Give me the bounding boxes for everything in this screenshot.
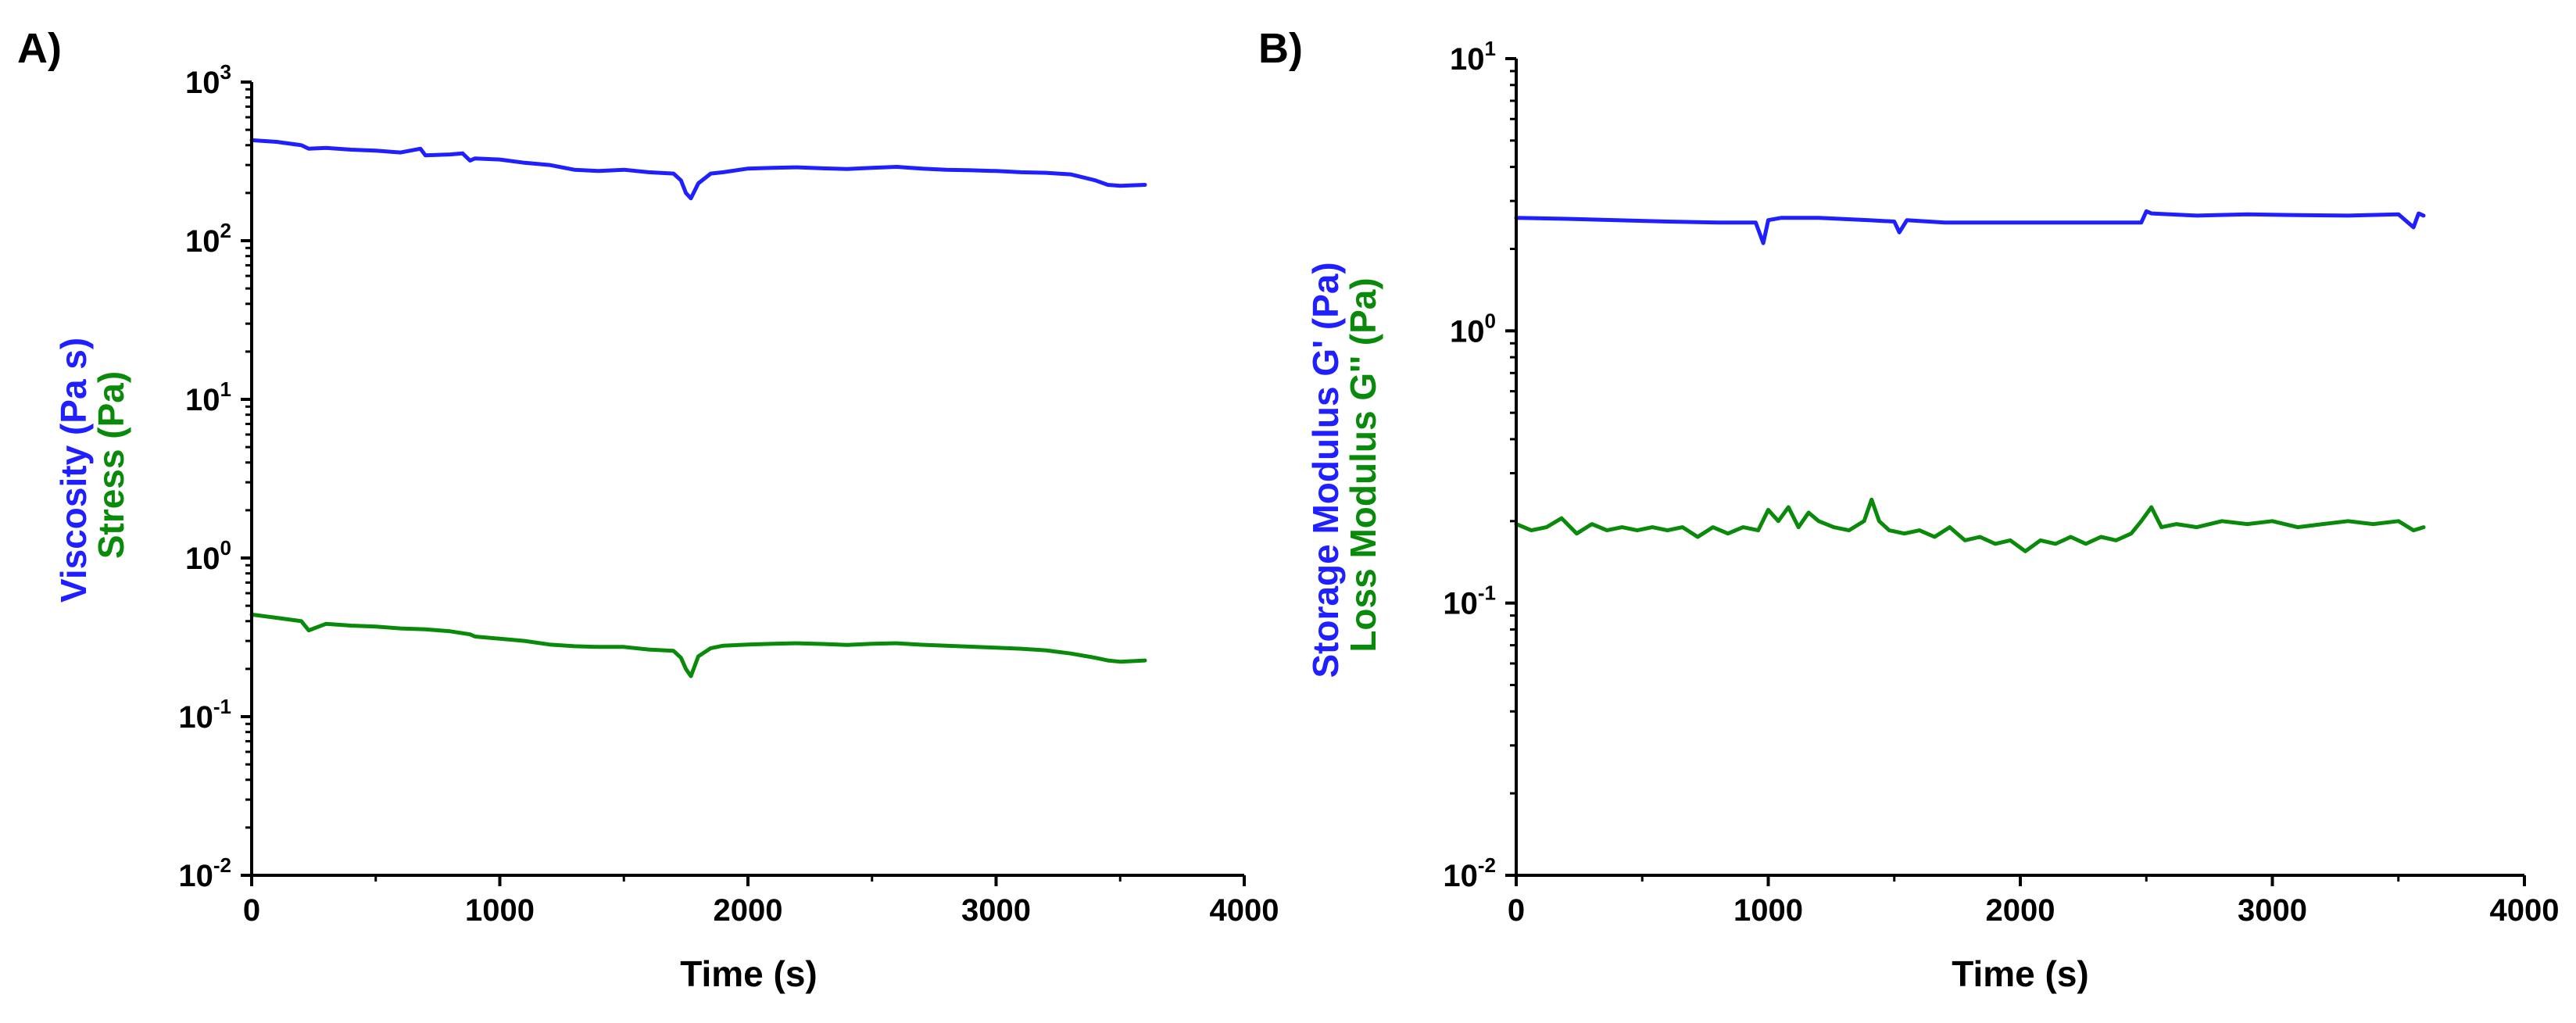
y-tick-exponent: 1 <box>220 377 231 401</box>
y-tick-base: 10 <box>185 66 220 100</box>
y-tick-exponent: -2 <box>213 853 231 877</box>
y-tick-label: 103 <box>185 60 231 100</box>
y-tick-base: 10 <box>1443 859 1478 893</box>
y-tick-base: 10 <box>1443 587 1478 621</box>
panel-b-y-axis-title: Storage Modulus G' (Pa) Loss Modulus G''… <box>1305 252 1383 678</box>
y-tick-base: 10 <box>185 224 220 259</box>
panel-a-y-title-stress: Stress (Pa) <box>91 371 131 559</box>
y-tick-label: 10-2 <box>1443 853 1496 893</box>
panel-b-y-title-loss: Loss Modulus G'' (Pa) <box>1343 277 1383 652</box>
panel-b-series <box>1514 209 2426 553</box>
x-tick-label: 4000 <box>1210 893 1279 928</box>
y-tick-exponent: 1 <box>1485 37 1496 60</box>
panel-a-y-title-viscosity: Viscosity (Pa s) <box>53 338 94 603</box>
y-tick-label: 10-2 <box>178 853 231 893</box>
series-line-loss-modulus-g <box>1514 497 2426 553</box>
y-tick-base: 10 <box>178 859 213 893</box>
x-tick-label: 4000 <box>2490 893 2560 928</box>
x-tick-label: 3000 <box>961 893 1031 928</box>
y-tick-label: 10-1 <box>178 695 231 735</box>
y-tick-base: 10 <box>185 383 220 417</box>
y-tick-exponent: 0 <box>1485 309 1496 332</box>
y-tick-exponent: -1 <box>1478 581 1496 605</box>
y-tick-exponent: 3 <box>220 60 231 84</box>
y-tick-label: 101 <box>1450 37 1496 77</box>
x-tick-label: 2000 <box>714 893 783 928</box>
y-tick-exponent: 2 <box>220 219 231 242</box>
panel-a-axes <box>250 82 1244 877</box>
y-tick-label: 101 <box>185 377 231 417</box>
y-tick-label: 102 <box>185 219 231 259</box>
x-tick-label: 3000 <box>2238 893 2307 928</box>
panel-a-x-axis-title: Time (s) <box>680 953 818 994</box>
y-tick-base: 10 <box>178 700 213 735</box>
y-tick-label: 10-1 <box>1443 581 1496 621</box>
series-line-viscosity <box>249 138 1147 201</box>
y-tick-base: 10 <box>185 542 220 576</box>
panel-b-x-axis-title: Time (s) <box>1952 953 2089 994</box>
x-tick-label: 1000 <box>465 893 535 928</box>
y-tick-label: 100 <box>1450 309 1496 349</box>
panel-b-label: B) <box>1258 25 1303 72</box>
x-tick-label: 0 <box>1508 893 1525 928</box>
panel-b-axes <box>1515 59 2524 877</box>
panel-b-y-title-storage: Storage Modulus G' (Pa) <box>1305 262 1346 678</box>
series-line-stress <box>249 612 1147 678</box>
panel-a-x-ticks: 0 1000 2000 3000 4000 <box>243 875 1279 928</box>
panel-b-x-ticks: 0 1000 2000 3000 4000 <box>1508 875 2560 928</box>
x-tick-label: 1000 <box>1733 893 1803 928</box>
y-tick-base: 10 <box>1450 314 1485 349</box>
panel-a-series <box>249 138 1147 678</box>
y-tick-base: 10 <box>1450 42 1485 77</box>
panel-a-y-axis-title: Viscosity (Pa s) Stress (Pa) <box>53 327 131 603</box>
y-tick-exponent: -1 <box>213 695 231 718</box>
panel-a-label: A) <box>17 25 62 72</box>
x-tick-label: 2000 <box>1986 893 2055 928</box>
y-tick-exponent: -2 <box>1478 853 1496 877</box>
series-line-storage-modulus-g <box>1514 209 2426 245</box>
x-tick-label: 0 <box>243 893 260 928</box>
y-tick-exponent: 0 <box>220 536 231 560</box>
y-tick-label: 100 <box>185 536 231 576</box>
